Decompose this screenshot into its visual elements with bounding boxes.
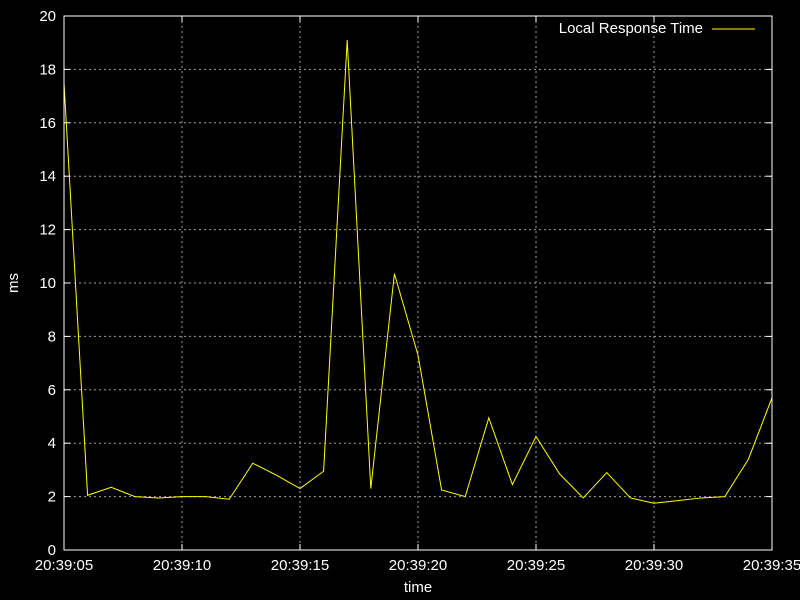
legend-label: Local Response Time	[559, 20, 703, 37]
y-tick-label: 8	[48, 328, 56, 345]
y-tick-label: 20	[39, 8, 56, 25]
x-tick-label: 20:39:10	[153, 557, 211, 574]
x-tick-label: 20:39:05	[35, 557, 93, 574]
x-tick-label: 20:39:20	[389, 557, 447, 574]
y-tick-label: 2	[48, 489, 56, 506]
plot-frame	[63, 15, 773, 551]
y-tick-label: 16	[39, 115, 56, 132]
tick-marks	[63, 15, 773, 551]
y-tick-label: 4	[48, 435, 56, 452]
y-axis-label: ms	[5, 273, 22, 293]
y-tick-label: 12	[39, 222, 56, 239]
x-axis-label: time	[404, 579, 432, 596]
y-tick-label: 18	[39, 61, 56, 78]
x-tick-labels: 20:39:05 20:39:10 20:39:15 20:39:20 20:39:25…	[35, 557, 800, 574]
x-tick-label: 20:39:15	[271, 557, 329, 574]
x-tick-label: 20:39:25	[507, 557, 565, 574]
y-tick-labels: 0 2 4 6 8 10 12 14 16 18 20	[39, 8, 56, 559]
y-tick-label: 6	[48, 382, 56, 399]
x-tick-label: 20:39:30	[625, 557, 683, 574]
legend: Local Response Time	[559, 20, 755, 37]
x-tick-label: 20:39:35	[743, 557, 800, 574]
y-tick-label: 10	[39, 275, 56, 292]
series-line-local-response-time	[63, 40, 773, 504]
y-tick-label: 0	[48, 542, 56, 559]
y-tick-label: 14	[39, 168, 56, 185]
grid	[64, 16, 772, 550]
series	[63, 40, 773, 504]
